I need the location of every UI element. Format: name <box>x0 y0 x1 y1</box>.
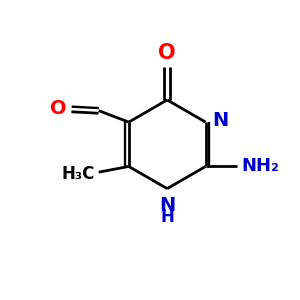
Text: NH₂: NH₂ <box>241 158 279 175</box>
Text: O: O <box>50 99 66 118</box>
Text: N: N <box>212 111 228 130</box>
Text: N: N <box>159 196 175 215</box>
Text: H₃C: H₃C <box>61 165 94 183</box>
Text: O: O <box>158 43 176 63</box>
Text: H: H <box>160 208 174 226</box>
